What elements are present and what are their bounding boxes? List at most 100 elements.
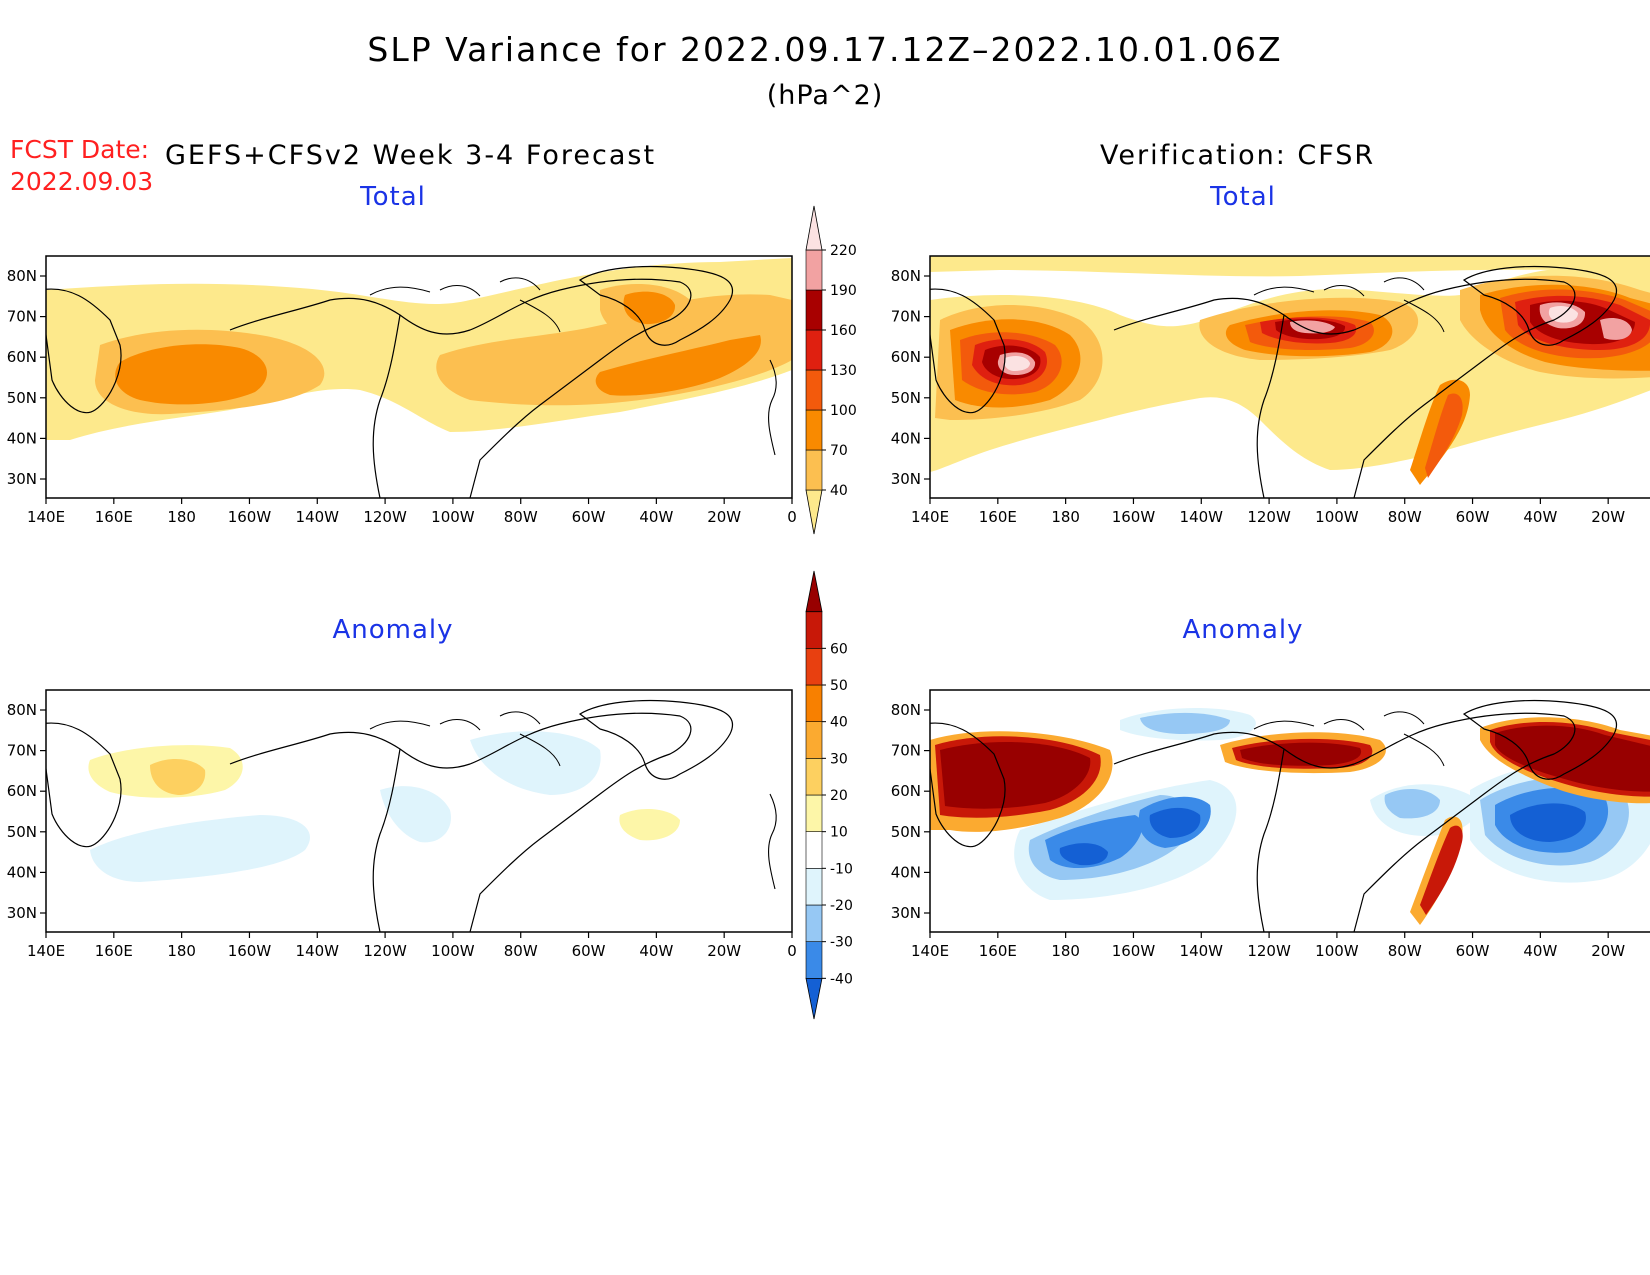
colorbar-swatch — [805, 831, 823, 869]
forecast-anomaly-frame — [45, 689, 793, 933]
colorbar-swatch — [805, 570, 823, 613]
lon-label: 180 — [1051, 508, 1080, 526]
colorbar-label: 40 — [830, 483, 848, 499]
lat-label: 80N — [7, 267, 37, 285]
forecast-total-frame — [45, 255, 793, 499]
lon-label: 140W — [296, 942, 340, 960]
colorbar-label: 40 — [830, 715, 848, 731]
total-colorbar: 40 70 100 130 160 190 220 — [805, 205, 857, 535]
lat-label: 40N — [891, 429, 921, 447]
lon-label: 160E — [95, 942, 133, 960]
colorbar-swatch — [805, 409, 823, 451]
lon-label: 160W — [228, 942, 272, 960]
colorbar-label: 100 — [830, 403, 857, 419]
lon-label: 60W — [572, 942, 606, 960]
lat-label: 70N — [7, 742, 37, 760]
colorbar-swatch — [805, 329, 823, 371]
colorbar-swatch — [805, 904, 823, 942]
lon-label: 160W — [1112, 508, 1156, 526]
forecast-total-title: Total — [360, 182, 426, 212]
verification-total-frame — [929, 255, 1650, 499]
lon-label: 160E — [979, 508, 1017, 526]
lon-label: 40W — [639, 942, 673, 960]
forecast-model-header: GEFS+CFSv2 Week 3-4 Forecast — [165, 140, 657, 171]
lon-label: 140E — [27, 508, 65, 526]
lat-label: 30N — [891, 904, 921, 922]
colorbar-swatch — [805, 648, 823, 686]
lon-label: 80W — [1388, 942, 1422, 960]
forecast-total-map — [46, 256, 792, 498]
colorbar-label: 20 — [830, 788, 848, 804]
lat-label: 40N — [891, 863, 921, 881]
colorbar-label: -20 — [830, 898, 853, 914]
colorbar-label: -30 — [830, 935, 853, 951]
colorbar-label: 50 — [830, 678, 848, 694]
colorbar-swatch — [805, 449, 823, 491]
colorbar-swatch — [805, 205, 823, 251]
lat-label: 30N — [891, 470, 921, 488]
lat-label: 30N — [7, 470, 37, 488]
colorbar-label: 130 — [830, 363, 857, 379]
verification-anomaly-frame — [929, 689, 1650, 933]
lat-label: 80N — [891, 267, 921, 285]
lat-label: 70N — [891, 308, 921, 326]
verification-total-map — [930, 256, 1650, 498]
lon-label: 60W — [1456, 942, 1490, 960]
lon-label: 140E — [911, 508, 949, 526]
colorbar-label: 30 — [830, 751, 848, 767]
lon-label: 0 — [787, 508, 797, 526]
colorbar-swatch — [805, 289, 823, 331]
lon-label: 100W — [1315, 942, 1359, 960]
lat-label: 70N — [891, 742, 921, 760]
lon-label: 140W — [1180, 942, 1224, 960]
colorbar-swatch — [805, 611, 823, 649]
forecast-anomaly-map — [46, 690, 792, 932]
colorbar-label: 220 — [830, 243, 857, 259]
colorbar-label: 10 — [830, 825, 848, 841]
colorbar-swatch — [805, 684, 823, 722]
colorbar-label: 190 — [830, 283, 857, 299]
lon-label: 160W — [228, 508, 272, 526]
lon-label: 20W — [1591, 942, 1625, 960]
lon-label: 20W — [707, 942, 741, 960]
verification-total-title: Total — [1210, 182, 1276, 212]
lon-label: 80W — [504, 508, 538, 526]
lon-label: 120W — [363, 942, 407, 960]
axis-labels: 80N 70N 60N 50N 40N 30N 140E 160E 180 160W 140W 120… — [7, 267, 1626, 960]
lon-label: 160W — [1112, 942, 1156, 960]
colorbar-swatch — [805, 941, 823, 979]
lon-label: 140E — [911, 942, 949, 960]
lon-label: 120W — [363, 508, 407, 526]
lon-label: 20W — [707, 508, 741, 526]
lat-label: 60N — [891, 348, 921, 366]
lon-label: 40W — [639, 508, 673, 526]
lat-label: 80N — [7, 701, 37, 719]
forecast-date-label: FCST Date: — [10, 135, 150, 164]
colorbar-label: 60 — [830, 641, 848, 657]
lon-label: 140W — [296, 508, 340, 526]
lon-label: 100W — [1315, 508, 1359, 526]
lon-label: 40W — [1523, 942, 1557, 960]
colorbar-label: 160 — [830, 323, 857, 339]
verification-header: Verification: CFSR — [1100, 140, 1376, 171]
colorbar-swatch — [805, 369, 823, 411]
lon-label: 100W — [431, 508, 475, 526]
colorbar-swatch — [805, 721, 823, 759]
lon-label: 20W — [1591, 508, 1625, 526]
lat-label: 60N — [891, 782, 921, 800]
lat-label: 60N — [7, 348, 37, 366]
lon-label: 180 — [167, 508, 196, 526]
anomaly-colorbar: -40 -30 -20 -10 10 20 30 40 50 60 — [805, 570, 853, 1020]
colorbar-swatch — [805, 758, 823, 796]
lon-label: 80W — [1388, 508, 1422, 526]
lat-label: 60N — [7, 782, 37, 800]
lon-label: 140W — [1180, 508, 1224, 526]
colorbar-swatch — [805, 977, 823, 1020]
colorbar-label: 70 — [830, 443, 848, 459]
lon-label: 100W — [431, 942, 475, 960]
lat-label: 40N — [7, 429, 37, 447]
lon-label: 60W — [572, 508, 606, 526]
lon-label: 60W — [1456, 508, 1490, 526]
lat-label: 40N — [7, 863, 37, 881]
